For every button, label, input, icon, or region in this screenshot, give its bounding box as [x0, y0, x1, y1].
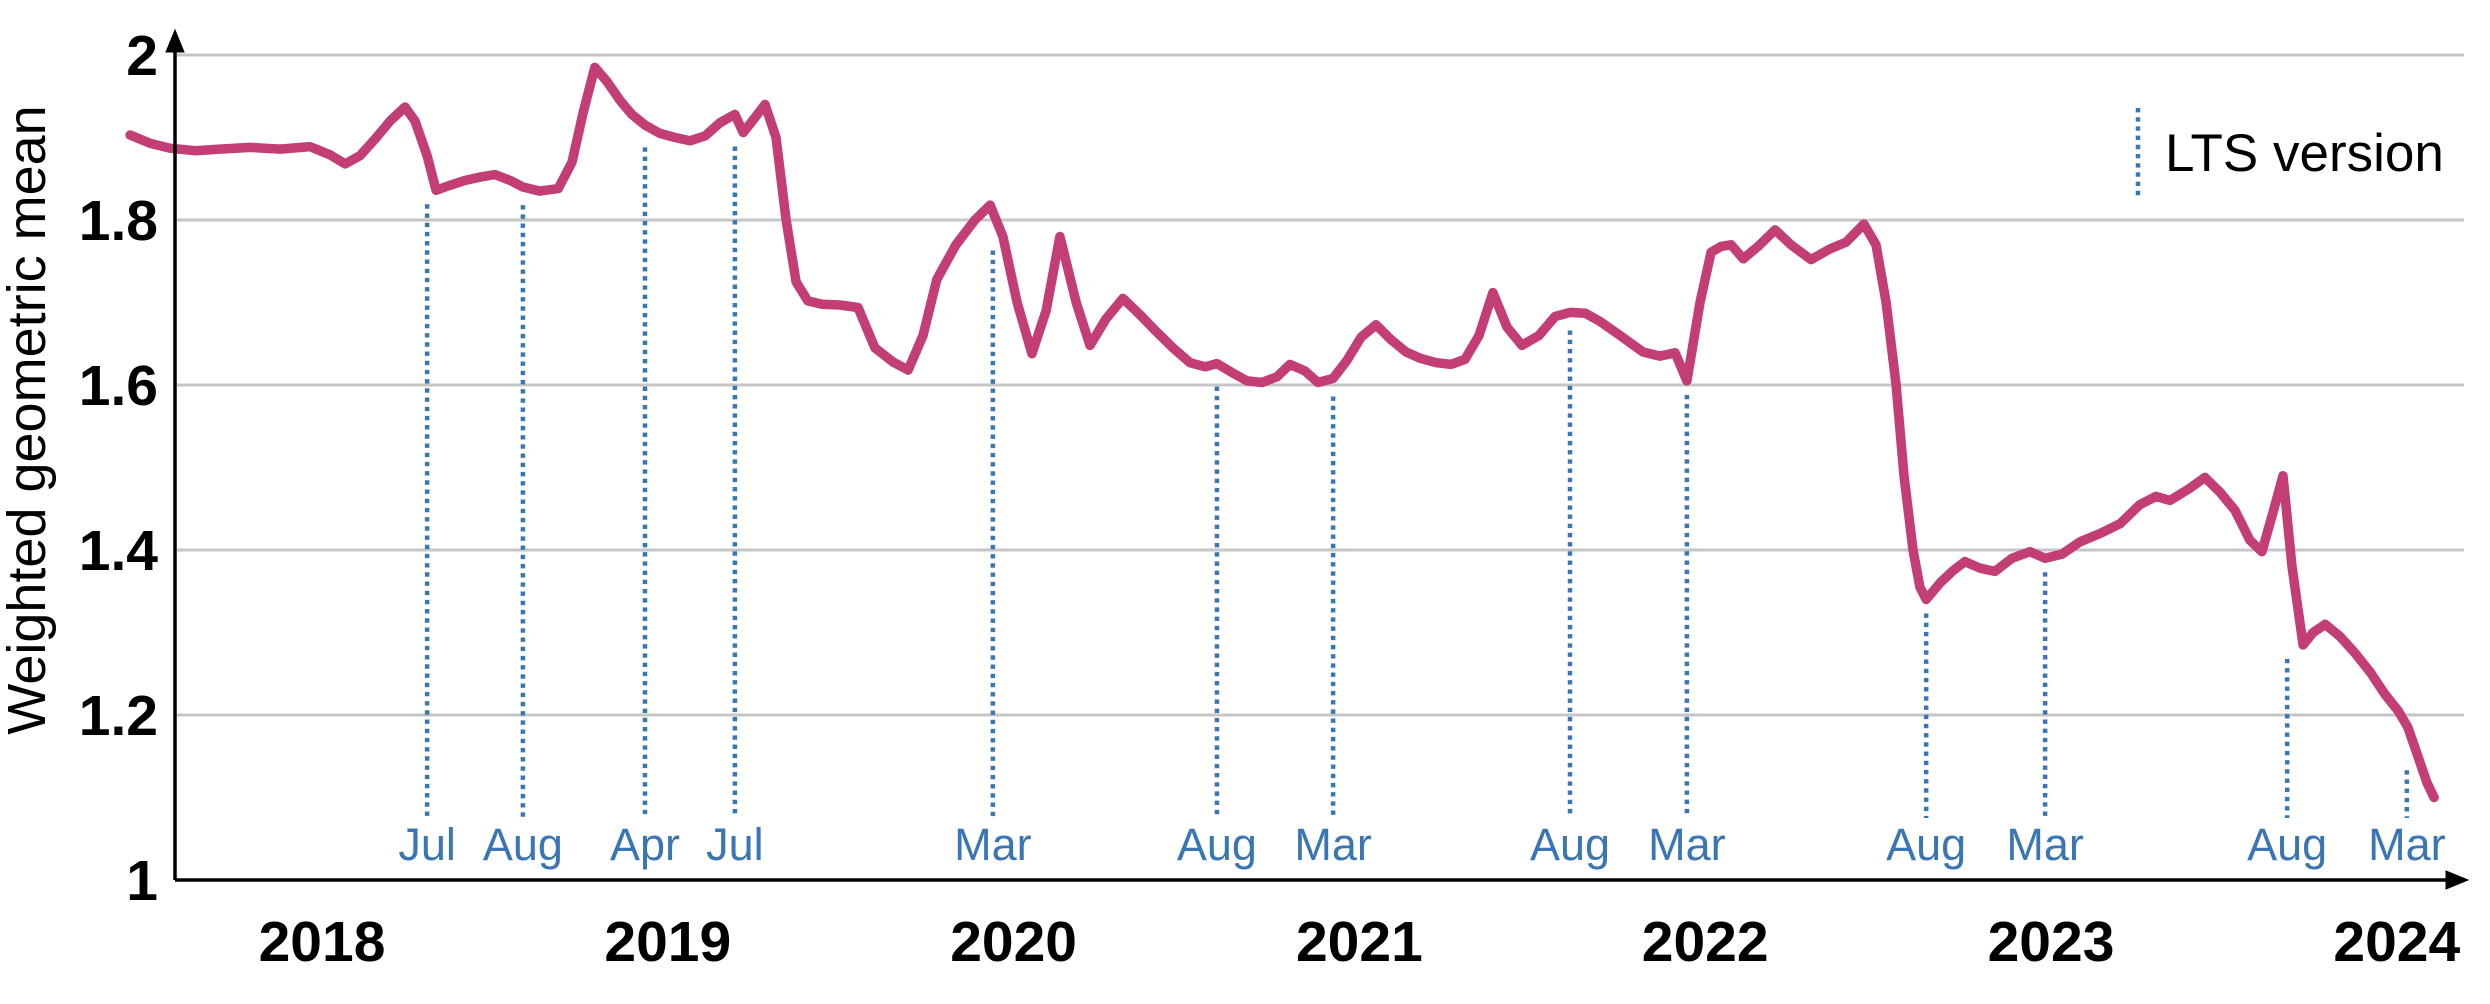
y-tick-label: 1.4: [79, 519, 159, 583]
y-tick-labels: 1 1.2 1.4 1.6 1.8 2: [79, 24, 159, 913]
y-tick-label: 2: [126, 24, 158, 88]
legend-label: LTS version: [2165, 124, 2444, 183]
x-tick-labels: 2018 2019 2020 2021 2022 2023 2024: [259, 910, 2461, 974]
lts-month-label: Aug: [1530, 819, 1610, 870]
lts-month-label: Jul: [398, 819, 456, 870]
x-tick-label: 2020: [950, 910, 1077, 974]
lts-month-label: Mar: [1648, 819, 1726, 870]
y-tick-label: 1.8: [79, 189, 158, 253]
lts-month-label: Aug: [1886, 819, 1966, 870]
lts-month-label: Mar: [2368, 819, 2446, 870]
lts-month-label: Aug: [1177, 819, 1257, 870]
y-tick-label: 1.2: [79, 684, 158, 748]
axes: [165, 28, 2470, 890]
x-tick-label: 2024: [2333, 910, 2460, 974]
legend: LTS version: [2135, 108, 2444, 198]
lts-month-label: Jul: [706, 819, 764, 870]
lts-month-label: Mar: [2006, 819, 2084, 870]
series-line: [125, 62, 2439, 803]
x-tick-label: 2023: [1988, 910, 2115, 974]
x-tick-label: 2018: [259, 910, 386, 974]
x-tick-label: 2021: [1296, 910, 1423, 974]
lts-month-labels: Jul Aug Apr Jul Mar Aug Mar Aug Mar Aug Mar Aug Mar: [398, 819, 2445, 870]
x-tick-label: 2019: [604, 910, 731, 974]
y-axis-title: Weighted geometric mean: [0, 105, 57, 734]
lts-marker-lines: [424, 146, 2410, 818]
y-tick-label: 1: [126, 849, 158, 913]
lts-month-label: Mar: [954, 819, 1032, 870]
lts-month-label: Aug: [2247, 819, 2327, 870]
lts-month-label: Apr: [610, 819, 680, 870]
lts-month-label: Aug: [483, 819, 563, 870]
x-axis-arrowhead: [2445, 870, 2470, 890]
x-tick-label: 2022: [1642, 910, 1769, 974]
y-tick-label: 1.6: [79, 354, 158, 418]
y-axis-arrowhead: [165, 28, 185, 53]
lts-month-label: Mar: [1294, 819, 1372, 870]
